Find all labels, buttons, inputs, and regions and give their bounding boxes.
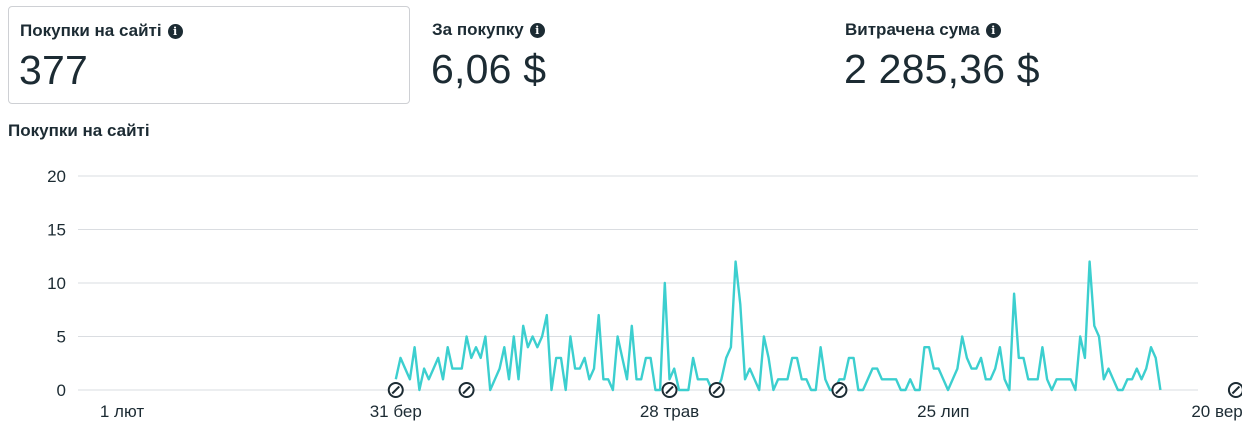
- metric-label-row: Покупки на сайті i: [20, 21, 183, 41]
- metric-label-row: За покупку i: [432, 20, 545, 40]
- y-tick-label: 10: [47, 274, 66, 293]
- series-line: [394, 260, 1162, 392]
- x-tick-label: 31 бер: [370, 402, 422, 421]
- metric-value-purchases: 377: [19, 47, 89, 93]
- y-tick-label: 20: [47, 167, 66, 186]
- annotation-marker-icon[interactable]: [831, 382, 848, 398]
- info-icon[interactable]: i: [167, 23, 183, 39]
- purchases-line-chart: 0 5 10 15 20 1 лют 31 бер 28 трав 25 лип 20 вер: [47, 167, 1242, 421]
- metric-label-cost-per-purchase: За покупку: [432, 20, 524, 39]
- y-tick-label: 0: [57, 381, 66, 400]
- x-tick-label: 28 трав: [640, 402, 699, 421]
- annotation-marker-icon[interactable]: [708, 382, 725, 398]
- y-tick-label: 5: [57, 328, 66, 347]
- x-tick-label: 1 лют: [100, 402, 144, 421]
- metric-card-purchases[interactable]: Покупки на сайті i 377: [8, 6, 410, 104]
- info-icon[interactable]: i: [529, 22, 545, 38]
- info-icon[interactable]: i: [985, 22, 1001, 38]
- metric-label-purchases: Покупки на сайті: [20, 21, 162, 40]
- metric-value-cost-per-purchase: 6,06 $: [431, 46, 547, 92]
- annotation-marker-icon[interactable]: [387, 382, 404, 398]
- metric-label-row: Витрачена сума i: [845, 20, 1001, 40]
- metric-value-amount-spent: 2 285,36 $: [844, 46, 1040, 92]
- annotation-marker-icon[interactable]: [661, 382, 678, 398]
- y-tick-label: 15: [47, 221, 66, 240]
- x-tick-label: 25 лип: [917, 402, 969, 421]
- annotation-marker-icon[interactable]: [1227, 382, 1242, 398]
- annotation-marker-icon[interactable]: [458, 382, 475, 398]
- metric-label-amount-spent: Витрачена сума: [845, 20, 980, 39]
- metric-card-cost-per-purchase[interactable]: За покупку i 6,06 $: [421, 6, 823, 104]
- x-tick-label: 20 вер: [1191, 402, 1242, 421]
- metric-card-amount-spent[interactable]: Витрачена сума i 2 285,36 $: [834, 6, 1234, 104]
- chart-title: Покупки на сайті: [8, 121, 150, 140]
